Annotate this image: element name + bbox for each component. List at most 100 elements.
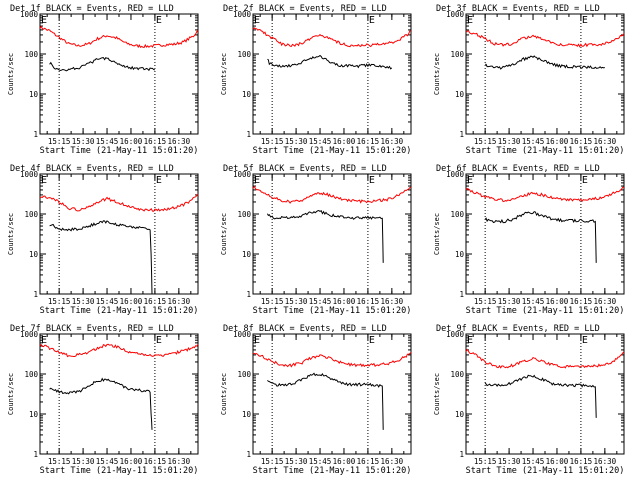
y-tick-label: 100	[24, 50, 38, 59]
event-marker-label: E	[582, 15, 588, 26]
event-marker-label: E	[369, 15, 375, 26]
lld-rate-line	[252, 351, 412, 368]
event-marker-label: E	[254, 175, 260, 186]
x-tick-label: 16:15	[144, 137, 167, 146]
y-tick-label: 10	[242, 90, 252, 99]
x-tick-label: 16:00	[333, 137, 356, 146]
x-tick-label: 15:30	[72, 297, 95, 306]
events-rate-line	[49, 57, 156, 72]
x-tick-label: 15:15	[48, 137, 71, 146]
x-tick-label: 15:45	[309, 457, 332, 466]
event-marker-label: E	[467, 15, 473, 26]
lld-rate-line	[252, 27, 412, 48]
event-marker-label: E	[41, 15, 47, 26]
event-marker-label: E	[254, 335, 260, 346]
x-tick-label: 15:30	[285, 137, 308, 146]
plot-frame	[252, 333, 412, 455]
chart-title: Det 9f BLACK = Events, RED = LLD	[436, 324, 600, 334]
event-marker-label: E	[41, 175, 47, 186]
x-axis-label: Start Time (21-May-11 15:01:20)	[466, 466, 625, 476]
x-axis-label: Start Time (21-May-11 15:01:20)	[253, 306, 412, 316]
y-tick-label: 10	[29, 410, 39, 419]
y-tick-label: 1	[33, 450, 38, 459]
y-tick-label: 1	[246, 450, 251, 459]
y-tick-label: 10	[455, 410, 465, 419]
lld-rate-line	[39, 25, 199, 49]
x-tick-label: 15:15	[261, 457, 284, 466]
events-rate-line	[267, 372, 384, 430]
x-tick-label: 16:00	[120, 457, 143, 466]
lld-rate-line	[39, 343, 199, 358]
y-tick-label: 1000	[20, 170, 39, 179]
x-tick-label: 16:30	[594, 457, 617, 466]
lld-rate-line	[39, 193, 199, 212]
y-axis-label: Counts/sec	[220, 373, 228, 415]
x-tick-label: 16:30	[381, 137, 404, 146]
x-tick-label: 15:30	[72, 457, 95, 466]
event-marker-label: E	[254, 15, 260, 26]
x-tick-label: 15:45	[522, 137, 545, 146]
x-tick-label: 16:15	[570, 457, 593, 466]
x-tick-label: 15:15	[474, 137, 497, 146]
x-tick-label: 15:15	[48, 297, 71, 306]
y-axis-label: Counts/sec	[7, 213, 15, 255]
y-tick-label: 10	[242, 410, 252, 419]
x-axis-label: Start Time (21-May-11 15:01:20)	[40, 306, 199, 316]
x-tick-label: 15:30	[498, 137, 521, 146]
y-tick-label: 1	[246, 130, 251, 139]
event-marker-label: E	[369, 175, 375, 186]
plot-frame	[39, 173, 199, 295]
x-tick-label: 15:30	[72, 137, 95, 146]
events-rate-line	[484, 211, 597, 263]
event-marker-label: E	[467, 335, 473, 346]
plot-frame	[39, 333, 199, 455]
y-tick-label: 100	[450, 370, 464, 379]
x-tick-label: 16:00	[120, 297, 143, 306]
x-tick-label: 15:15	[261, 297, 284, 306]
x-tick-label: 16:15	[357, 457, 380, 466]
y-tick-label: 100	[237, 370, 251, 379]
y-tick-label: 100	[450, 210, 464, 219]
y-axis-label: Counts/sec	[433, 213, 441, 255]
x-tick-label: 15:45	[309, 297, 332, 306]
x-tick-label: 16:00	[546, 297, 569, 306]
x-axis-label: Start Time (21-May-11 15:01:20)	[466, 146, 625, 156]
x-tick-label: 15:45	[522, 297, 545, 306]
x-tick-label: 15:30	[285, 297, 308, 306]
x-axis-label: Start Time (21-May-11 15:01:20)	[40, 466, 199, 476]
y-axis-label: Counts/sec	[220, 53, 228, 95]
chart-panel-9: Det 9f BLACK = Events, RED = LLD 1 10 100 10…	[433, 324, 625, 476]
lld-rate-line	[465, 348, 625, 369]
plot-frame	[39, 13, 199, 135]
x-tick-label: 16:15	[144, 297, 167, 306]
x-tick-label: 16:30	[168, 137, 191, 146]
plot-frame	[465, 173, 625, 295]
event-marker-label: E	[467, 175, 473, 186]
event-marker-label: E	[156, 175, 162, 186]
y-axis-label: Counts/sec	[220, 213, 228, 255]
events-rate-line	[266, 209, 384, 263]
chart-title: Det 1f BLACK = Events, RED = LLD	[10, 4, 174, 14]
x-axis-label: Start Time (21-May-11 15:01:20)	[466, 306, 625, 316]
x-tick-label: 15:45	[96, 297, 119, 306]
x-tick-label: 15:30	[498, 297, 521, 306]
y-tick-label: 100	[24, 370, 38, 379]
x-tick-label: 16:00	[333, 297, 356, 306]
chart-title: Det 8f BLACK = Events, RED = LLD	[223, 324, 387, 334]
x-tick-label: 15:15	[48, 457, 71, 466]
y-tick-label: 100	[24, 210, 38, 219]
y-tick-label: 10	[29, 250, 39, 259]
chart-title: Det 4f BLACK = Events, RED = LLD	[10, 164, 174, 174]
events-rate-line	[49, 220, 153, 295]
chart-panel-3: Det 3f BLACK = Events, RED = LLD 1 10 100 10…	[433, 4, 625, 156]
x-tick-label: 16:00	[546, 137, 569, 146]
events-rate-line	[49, 377, 153, 430]
x-tick-label: 15:15	[261, 137, 284, 146]
chart-title: Det 6f BLACK = Events, RED = LLD	[436, 164, 600, 174]
x-tick-label: 15:15	[474, 297, 497, 306]
lld-rate-line	[465, 29, 625, 48]
chart-title: Det 5f BLACK = Events, RED = LLD	[223, 164, 387, 174]
event-marker-label: E	[41, 335, 47, 346]
x-tick-label: 16:30	[168, 297, 191, 306]
x-tick-label: 16:30	[381, 457, 404, 466]
